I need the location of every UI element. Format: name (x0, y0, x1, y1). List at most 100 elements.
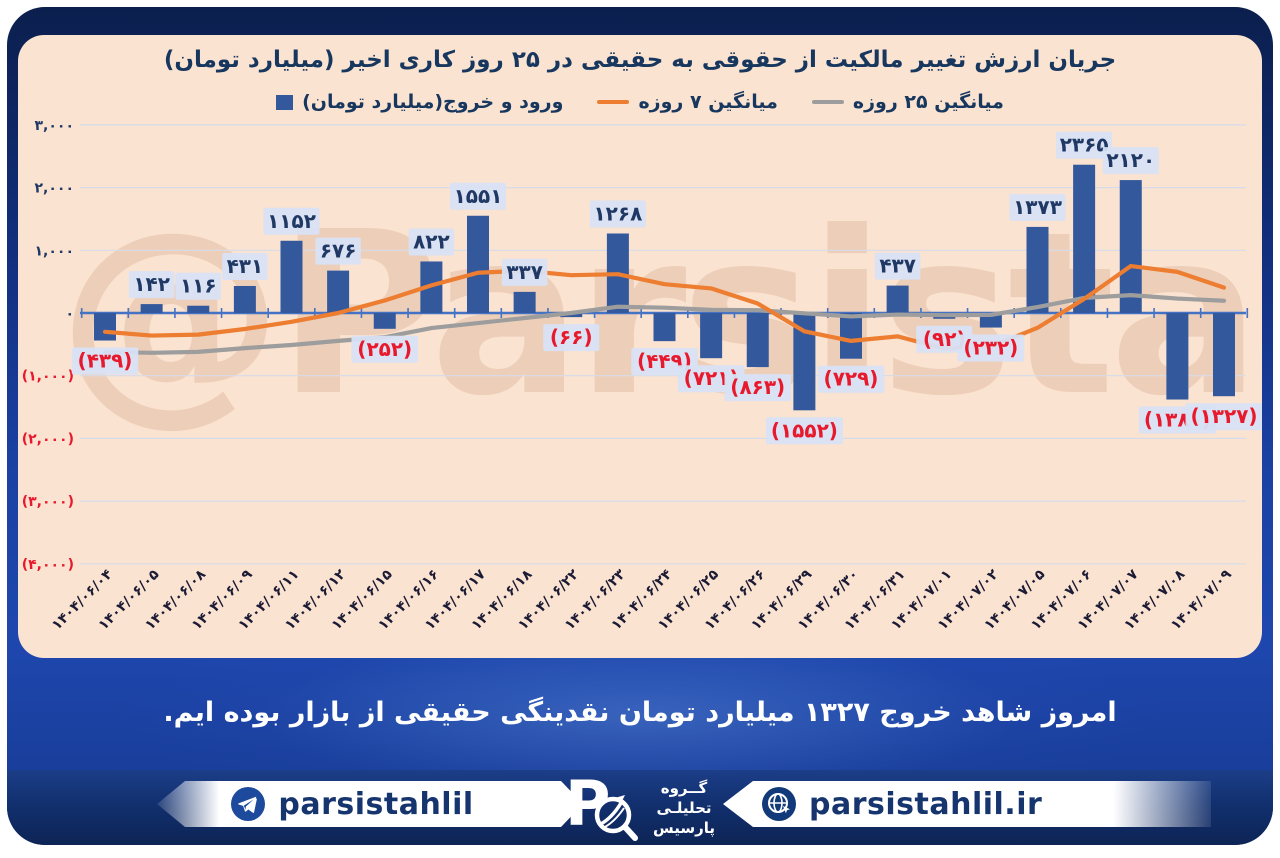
bar (1166, 313, 1189, 400)
bar-label-box (724, 374, 791, 402)
bar (187, 305, 210, 313)
legend-label: میانگین ۲۵ روزه (852, 91, 1004, 113)
legend-item: ورود و خروج(میلیارد تومان) (276, 91, 563, 113)
y-tick-label: ۰ (65, 306, 74, 322)
telegram-icon (231, 787, 266, 821)
bar-label-box (450, 182, 506, 210)
bar (653, 313, 676, 342)
brand-logo-mark: P (565, 769, 643, 843)
bar-value-label: (۸۶۳) (730, 375, 785, 399)
legend-square-marker (276, 94, 294, 110)
legend-item: میانگین ۲۵ روزه (811, 91, 1004, 113)
bar-value-label: (۱۳۲۷) (1190, 404, 1257, 428)
bar (373, 313, 396, 329)
bar (1119, 180, 1142, 313)
website-ribbon[interactable]: parsistahlil.ir (723, 781, 1211, 827)
bar-label-box (263, 207, 320, 235)
bar (280, 240, 303, 313)
y-tick-label: ۱,۰۰۰ (35, 243, 75, 259)
bar-label-box (175, 272, 221, 300)
bar-label-box (957, 334, 1025, 362)
legend-label: میانگین ۷ روزه (638, 91, 778, 113)
bar (1026, 226, 1049, 313)
bar (700, 313, 723, 359)
y-tick-label: (۴,۰۰۰) (22, 557, 74, 573)
bar (513, 291, 536, 313)
globe-icon (762, 787, 796, 821)
bar (886, 285, 909, 313)
bar-value-label: (۱۵۵۲) (771, 418, 838, 442)
legend-line-marker (597, 100, 630, 104)
bar-label-box (543, 324, 600, 352)
bar-value-label: ۳۳۷ (506, 260, 543, 284)
bar-label-box (765, 417, 843, 445)
brand-line-2: تحلیلـی (656, 799, 712, 817)
bar (94, 313, 116, 341)
bar-value-label: (۲۳۲) (963, 336, 1018, 360)
bar-value-label: (۶۶) (550, 325, 593, 349)
telegram-handle: parsistahlil (278, 786, 474, 822)
bar-label-box (71, 347, 139, 375)
bar (1213, 313, 1235, 397)
footer-band: parsistahlil P گــروه تحلیلـی پارسیس (7, 769, 1273, 845)
bar-value-label: (۴۳۹) (78, 349, 133, 373)
bar-value-label: ۱۳۷۳ (1013, 195, 1062, 219)
bar-label-box (351, 335, 418, 363)
bar-label-box (874, 252, 921, 280)
bar-value-label: (۲۵۲) (357, 337, 412, 361)
bar-value-label: ۸۲۲ (413, 229, 450, 253)
bar-value-label: ۶۷۶ (320, 239, 357, 263)
bar-value-label: (۷۲۹) (824, 367, 879, 391)
bar-label-box (501, 258, 548, 286)
bar-label-box (817, 365, 885, 393)
bar (793, 313, 816, 411)
bar-label-box (222, 252, 268, 280)
bar-value-label: ۱۱۶ (180, 274, 217, 298)
bar (840, 313, 862, 359)
chart-title: جریان ارزش تغییر مالکیت از حقوقی به حقیق… (163, 47, 1117, 73)
bar-label-box (1102, 147, 1159, 175)
magnifier-arrow-icon (594, 795, 638, 841)
announcement-text: امروز شاهد خروج ۱۳۲۷ میلیارد تومان نقدین… (163, 696, 1117, 728)
bar (140, 304, 163, 313)
y-tick-label: (۲,۰۰۰) (22, 431, 74, 447)
bar-value-label: ۲۳۶۵ (1060, 133, 1109, 157)
telegram-ribbon[interactable]: parsistahlil (157, 781, 547, 827)
chart-legend: میانگین ۲۵ روزه میانگین ۷ روزه ورود و خروج… (18, 91, 1262, 113)
bar-label-box (128, 271, 175, 299)
bar-value-label: ۱۲۶۸ (593, 201, 642, 225)
brand-logo: P گــروه تحلیلـی پارسیس (565, 769, 750, 844)
chart-card: @Parsistahlil جریان ارزش تغییر مالکیت از… (18, 35, 1262, 658)
y-tick-label: ۲,۰۰۰ (35, 181, 75, 197)
y-tick-label: ۳,۰۰۰ (35, 118, 75, 134)
bar (327, 270, 350, 313)
bar (746, 313, 769, 368)
y-tick-label: (۳,۰۰۰) (22, 494, 74, 510)
avg25-line (102, 293, 1227, 355)
bar-label-box (589, 200, 646, 228)
legend-label: ورود و خروج(میلیارد تومان) (302, 91, 564, 113)
y-tick-label: (۱,۰۰۰) (22, 369, 74, 385)
brand-name: گــروه تحلیلـی پارسیس (653, 779, 715, 837)
bar (467, 215, 489, 313)
brand-line-3: پارسیس (653, 819, 715, 837)
panel-glow (7, 655, 1273, 775)
bar-value-label: ۱۵۵۱ (454, 184, 503, 208)
legend-line-marker (811, 100, 844, 104)
bar-label-box (408, 228, 455, 256)
chart-plot: ۳,۰۰۰ ۲,۰۰۰ ۱,۰۰۰ ۰ (۱,۰۰۰) (۲,۰۰۰) (۳,۰۰۰) (۴,… (22, 118, 1262, 633)
bar-value-label: ۱۴۲ (133, 272, 170, 296)
bar (233, 285, 256, 313)
bar-value-label: ۴۳۱ (227, 254, 264, 278)
brand-line-1: گــروه (660, 779, 708, 797)
legend-item: میانگین ۷ روزه (597, 91, 778, 113)
bar-label-box (1056, 131, 1113, 159)
bar-label-box (1185, 403, 1262, 431)
bar-value-label: ۲۱۲۰ (1106, 148, 1155, 172)
website-url: parsistahlil.ir (809, 786, 1043, 822)
avg7-line (102, 263, 1227, 351)
bar-value-label: ۴۳۷ (879, 254, 916, 278)
bar-value-label: ۱۱۵۲ (267, 209, 316, 233)
bar (1073, 164, 1096, 313)
